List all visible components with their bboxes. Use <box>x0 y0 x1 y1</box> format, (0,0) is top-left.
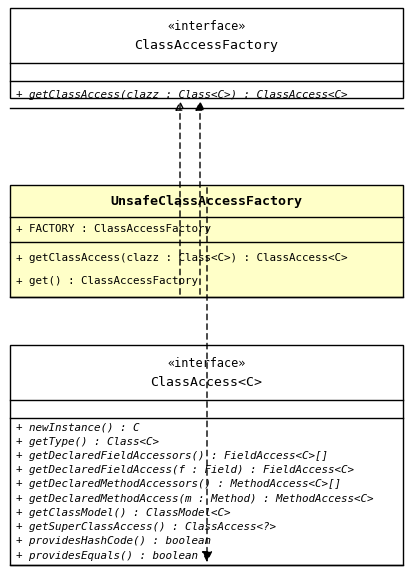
Text: + getDeclaredFieldAccessors() : FieldAccess<C>[]: + getDeclaredFieldAccessors() : FieldAcc… <box>16 451 328 461</box>
Text: ClassAccess<C>: ClassAccess<C> <box>151 376 263 389</box>
Text: + getDeclaredMethodAccessors() : MethodAccess<C>[]: + getDeclaredMethodAccessors() : MethodA… <box>16 480 341 489</box>
Bar <box>10 345 403 565</box>
Text: + getSuperClassAccess() : ClassAccess<?>: + getSuperClassAccess() : ClassAccess<?> <box>16 522 276 532</box>
Text: + providesEquals() : boolean: + providesEquals() : boolean <box>16 551 198 561</box>
Text: UnsafeClassAccessFactory: UnsafeClassAccessFactory <box>110 194 303 208</box>
Text: + getClassAccess(clazz : Class<C>) : ClassAccess<C>: + getClassAccess(clazz : Class<C>) : Cla… <box>16 90 347 99</box>
Text: + getClassModel() : ClassModel<C>: + getClassModel() : ClassModel<C> <box>16 508 230 518</box>
Text: «interface»: «interface» <box>167 20 246 33</box>
Text: + newInstance() : C: + newInstance() : C <box>16 422 139 432</box>
Text: + getDeclaredMethodAccess(m : Method) : MethodAccess<C>: + getDeclaredMethodAccess(m : Method) : … <box>16 493 374 504</box>
Text: «interface»: «interface» <box>167 357 246 370</box>
Text: + getClassAccess(clazz : Class<C>) : ClassAccess<C>: + getClassAccess(clazz : Class<C>) : Cla… <box>16 252 347 263</box>
Bar <box>10 185 403 297</box>
Text: ClassAccessFactory: ClassAccessFactory <box>134 39 278 52</box>
Text: + providesHashCode() : boolean: + providesHashCode() : boolean <box>16 536 211 546</box>
Text: + getType() : Class<C>: + getType() : Class<C> <box>16 436 159 447</box>
Bar <box>10 8 403 98</box>
Text: + getDeclaredFieldAccess(f : Field) : FieldAccess<C>: + getDeclaredFieldAccess(f : Field) : Fi… <box>16 465 354 475</box>
Text: + get() : ClassAccessFactory: + get() : ClassAccessFactory <box>16 277 198 286</box>
Text: + FACTORY : ClassAccessFactory: + FACTORY : ClassAccessFactory <box>16 224 211 235</box>
